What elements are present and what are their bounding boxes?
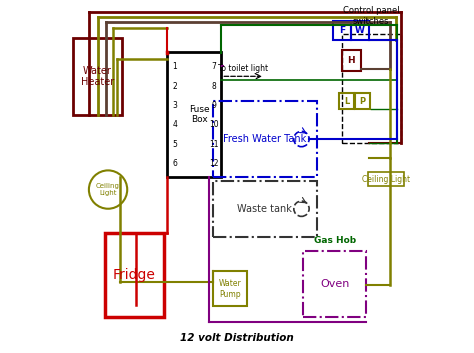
Bar [105,233,164,317]
Bar [339,93,354,109]
Bar [213,101,317,177]
Text: Fresh Water Tank: Fresh Water Tank [223,134,307,144]
Text: H: H [347,56,355,65]
Text: 6: 6 [173,159,177,168]
Text: 9: 9 [211,101,216,110]
Text: Ceiling
Light: Ceiling Light [96,183,120,196]
Bar [333,20,351,40]
Bar [213,181,317,237]
Text: Water
Heater: Water Heater [81,66,114,87]
Text: Water
Pump: Water Pump [219,279,241,299]
Bar [342,50,361,71]
Text: Waste tank: Waste tank [237,204,292,214]
Bar [368,173,404,186]
Text: F: F [339,26,345,35]
Text: 8: 8 [211,82,216,91]
Bar [351,20,369,40]
Text: P: P [360,97,366,106]
Text: 5: 5 [173,140,177,149]
Text: 3: 3 [173,101,177,110]
Bar [303,251,366,317]
Text: 10: 10 [209,120,219,129]
Text: Oven: Oven [320,279,349,289]
Bar [356,93,370,109]
Text: 12 volt Distribution: 12 volt Distribution [180,333,294,343]
Text: 1: 1 [173,62,177,71]
Text: 11: 11 [209,140,219,149]
Bar [73,38,122,115]
Text: 2: 2 [173,82,177,91]
Text: Control panel
switches: Control panel switches [343,6,400,26]
Text: 4: 4 [173,120,177,129]
Text: Ceiling Light: Ceiling Light [362,175,410,184]
Bar [213,271,247,306]
Text: W: W [355,26,365,35]
Text: 7: 7 [211,62,216,71]
Text: Fridge: Fridge [113,268,155,282]
Text: To toilet light: To toilet light [218,64,268,73]
Text: 12: 12 [209,159,219,168]
Bar [342,35,401,143]
Text: Gas Hob: Gas Hob [313,235,356,245]
Text: L: L [344,97,349,106]
Bar [167,52,221,177]
Text: Fuse
Box: Fuse Box [190,105,210,124]
